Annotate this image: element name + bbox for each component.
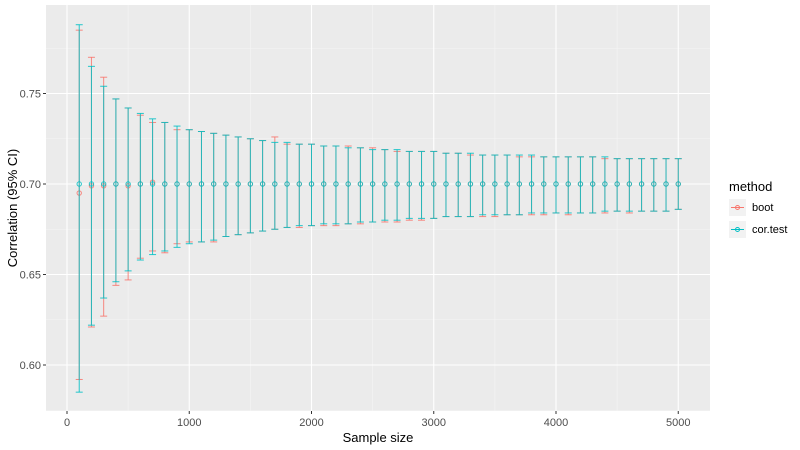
point-estimate xyxy=(589,181,596,187)
legend-label-cor-test: cor.test xyxy=(752,224,787,236)
legend-title: method xyxy=(729,179,772,194)
point-estimate xyxy=(663,181,669,187)
point-estimate xyxy=(675,181,681,187)
x-tick-label: 3000 xyxy=(422,417,446,429)
point-estimate xyxy=(638,181,645,187)
point-estimate xyxy=(198,181,205,187)
point-estimate xyxy=(651,181,657,187)
series-layer xyxy=(75,24,682,393)
point-estimate xyxy=(333,181,339,187)
point-estimate xyxy=(528,181,535,187)
point-estimate xyxy=(516,181,523,187)
x-tick-label: 0 xyxy=(64,417,70,429)
x-axis-title: Sample size xyxy=(343,430,414,445)
point-estimate xyxy=(553,181,559,187)
point-estimate xyxy=(345,181,351,187)
point-estimate xyxy=(431,181,437,187)
point-estimate xyxy=(467,181,474,187)
point-estimate xyxy=(602,181,608,187)
legend-item-boot: boot xyxy=(729,199,773,216)
x-tick-label: 4000 xyxy=(544,417,568,429)
plot-panel xyxy=(46,5,710,411)
point-estimate xyxy=(272,181,278,187)
point-estimate xyxy=(223,181,229,187)
point-estimate xyxy=(504,181,510,187)
x-axis: 0 1000 2000 3000 4000 5000 xyxy=(64,411,690,429)
legend-label-boot: boot xyxy=(752,202,773,214)
point-estimate xyxy=(125,181,131,187)
y-axis-title: Correlation (95% CI) xyxy=(5,149,20,268)
point-estimate xyxy=(577,181,584,187)
point-estimate xyxy=(100,181,107,187)
legend-key-cor-test-marker xyxy=(735,227,740,232)
point-estimate xyxy=(308,181,315,187)
y-tick-label: 0.70 xyxy=(20,179,41,191)
point-estimate xyxy=(88,181,95,187)
x-tick-label: 2000 xyxy=(299,417,323,429)
point-estimate xyxy=(357,181,364,187)
point-estimate xyxy=(626,181,633,187)
point-estimate xyxy=(149,181,156,187)
point-estimate xyxy=(541,181,547,187)
point-estimate xyxy=(186,181,192,187)
point-estimate xyxy=(211,181,217,187)
point-estimate xyxy=(443,181,449,187)
point-estimate xyxy=(321,181,327,187)
point-estimate xyxy=(565,181,571,187)
point-estimate xyxy=(455,181,461,187)
point-estimate xyxy=(113,181,119,187)
point-estimate xyxy=(369,181,376,187)
point-estimate xyxy=(284,181,290,187)
point-estimate xyxy=(406,181,412,187)
point-estimate xyxy=(418,181,425,187)
y-tick-label: 0.75 xyxy=(20,89,41,101)
point-estimate xyxy=(76,181,82,187)
point-estimate xyxy=(614,181,620,187)
point-estimate xyxy=(247,181,254,187)
legend: method boot cor.test xyxy=(729,179,787,238)
legend-item-cor-test: cor.test xyxy=(729,221,787,238)
point-estimate xyxy=(382,181,388,187)
legend-key-boot-marker xyxy=(735,205,740,210)
point-estimate xyxy=(162,181,168,187)
series-cor-test xyxy=(75,24,682,393)
y-tick-label: 0.60 xyxy=(20,360,41,372)
point-estimate xyxy=(137,181,144,187)
point-estimate xyxy=(479,181,486,187)
x-tick-label: 1000 xyxy=(177,417,201,429)
point-estimate xyxy=(394,181,400,187)
point-estimate xyxy=(492,181,498,187)
y-axis: 0.60 0.65 0.70 0.75 xyxy=(20,89,46,372)
point-estimate xyxy=(174,181,180,187)
y-tick-label: 0.65 xyxy=(20,270,41,282)
point-estimate xyxy=(296,181,302,187)
point-estimate xyxy=(235,181,241,187)
x-tick-label: 5000 xyxy=(666,417,690,429)
point-estimate xyxy=(259,181,266,187)
